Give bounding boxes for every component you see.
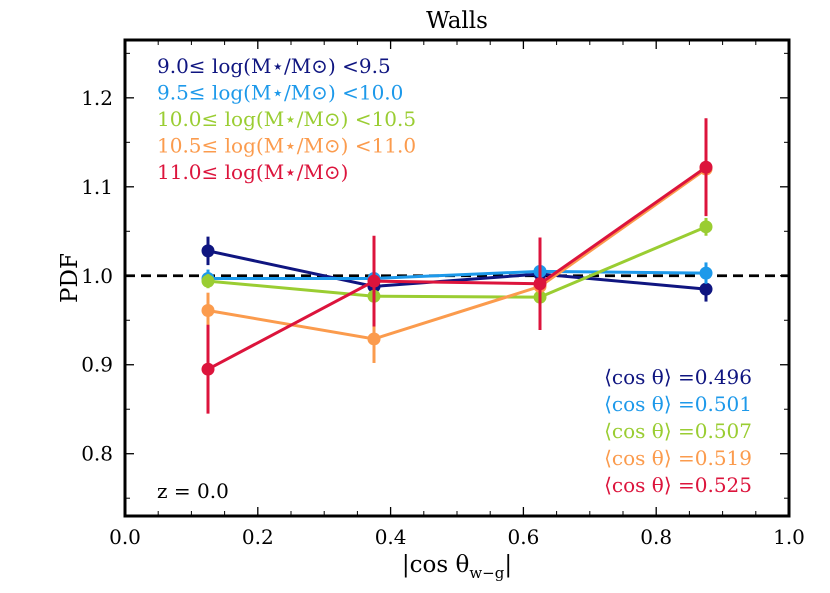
legend-entry: 9.0≤ log(M⋆/M⊙) <9.5 [157, 54, 391, 78]
series-5 [201, 118, 713, 414]
series-line [207, 167, 707, 341]
x-tick-label: 0.8 [640, 525, 672, 549]
x-axis-label-end: | [504, 552, 512, 578]
data-point [201, 274, 215, 288]
mean-cos-labels: ⟨cos θ⟩ =0.496 ⟨cos θ⟩ =0.501 ⟨cos θ⟩ =0.5… [604, 365, 752, 497]
y-tick-label: 0.9 [81, 353, 113, 377]
y-tick-label: 1.1 [81, 175, 113, 199]
series-line [207, 166, 707, 371]
y-tick-label: 1.0 [81, 264, 113, 288]
plot-frame [123, 38, 791, 518]
x-axis-label-subscript: w−g [469, 564, 504, 582]
legend-entry: 10.0≤ log(M⋆/M⊙) <10.5 [157, 107, 416, 131]
mean-cos-label: ⟨cos θ⟩ =0.496 [604, 365, 752, 389]
y-axis-label: PDF [57, 253, 83, 303]
mean-cos-label: ⟨cos θ⟩ =0.507 [604, 419, 752, 443]
legend-entry: 11.0≤ log(M⋆/M⊙) [157, 160, 348, 184]
data-point [533, 277, 547, 291]
x-tick-label: 0.4 [375, 525, 407, 549]
series-line [208, 269, 707, 280]
data-point [201, 362, 215, 376]
legend-entry: 10.5≤ log(M⋆/M⊙) <11.0 [157, 134, 416, 158]
x-axis-label-main: |cos θ [402, 552, 469, 578]
series-line [207, 225, 707, 299]
series-group [201, 118, 713, 414]
series-line [207, 249, 707, 291]
x-tick-label: 0.2 [242, 525, 274, 549]
data-point [699, 160, 713, 174]
y-tick-label: 0.8 [81, 442, 113, 466]
mean-cos-label: ⟨cos θ⟩ =0.501 [604, 392, 752, 416]
data-point [367, 332, 381, 346]
x-tick-label: 1.0 [773, 525, 805, 549]
y-tick-label: 1.2 [81, 86, 113, 110]
x-tick-label: 0.6 [507, 525, 539, 549]
redshift-annotation: z = 0.0 [157, 479, 229, 503]
data-point [699, 266, 713, 280]
chart-title: Walls [426, 8, 488, 34]
data-point [201, 244, 215, 258]
data-point [367, 274, 381, 288]
series-1 [201, 236, 713, 302]
mean-cos-label: ⟨cos θ⟩ =0.519 [604, 446, 752, 470]
mean-cos-label: ⟨cos θ⟩ =0.525 [604, 473, 752, 497]
x-axis-label: |cos θw−g| [402, 552, 512, 582]
x-tick-label: 0.0 [109, 525, 141, 549]
data-point [699, 220, 713, 234]
data-point [699, 282, 713, 296]
series-3 [201, 217, 713, 305]
ticks-group: 0.0 0.2 0.4 0.6 0.8 1.0 0.8 0.9 1.0 1.1 1.2 [81, 40, 805, 549]
data-point [201, 303, 215, 317]
legend-entry: 9.5≤ log(M⋆/M⊙) <10.0 [157, 81, 403, 105]
legend: 9.0≤ log(M⋆/M⊙) <9.5 9.5≤ log(M⋆/M⊙) <10.… [157, 54, 416, 184]
